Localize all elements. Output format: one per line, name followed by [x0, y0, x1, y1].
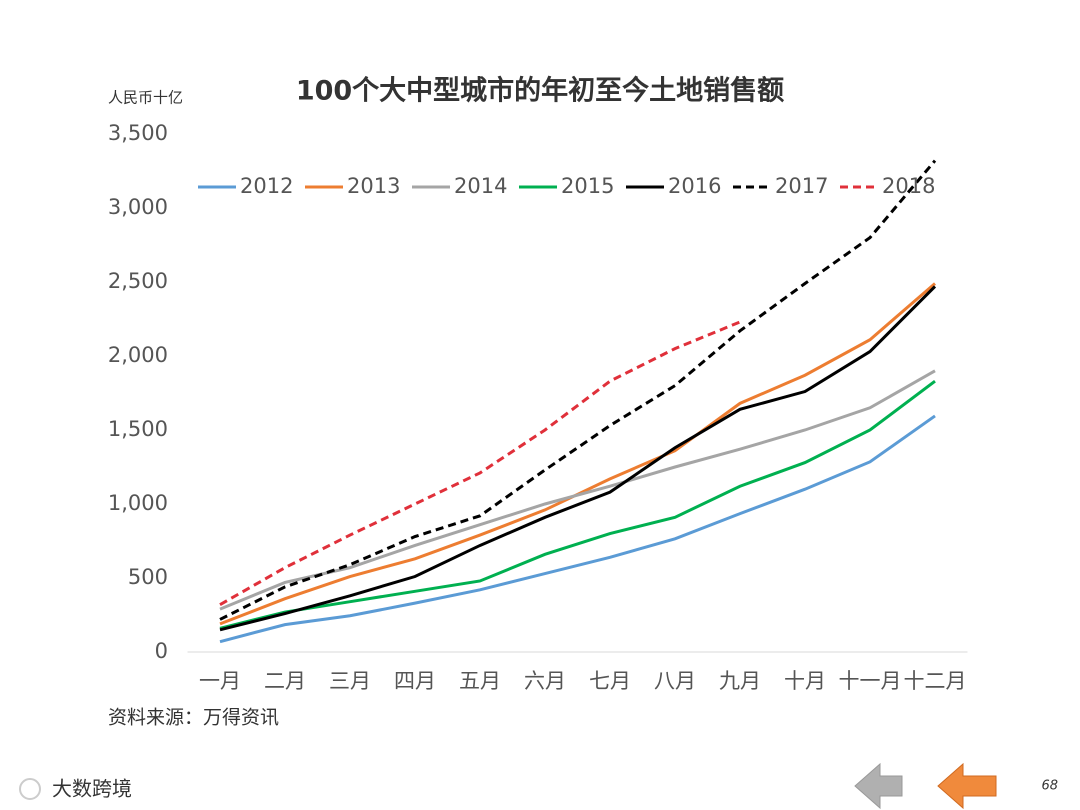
- x-tick-label: 九月: [719, 669, 761, 693]
- x-tick-label: 四月: [394, 669, 436, 693]
- series-line: [219, 369, 936, 611]
- series-line: [219, 285, 937, 632]
- x-tick-label: 八月: [654, 669, 696, 693]
- legend-label: 2018: [882, 174, 935, 198]
- prev-arrow[interactable]: [937, 762, 997, 810]
- legend-label: 2015: [561, 174, 614, 198]
- plot: 0 500 1,000 1,500 2,000 2,500 3,000 3,500 一月 二月 三月…: [108, 121, 968, 693]
- x-tick-label: 六月: [524, 669, 566, 693]
- series-line: [219, 414, 936, 644]
- legend-label: 2017: [775, 174, 828, 198]
- y-tick-label: 2,000: [108, 343, 168, 367]
- page-number: 68: [1041, 779, 1058, 794]
- legend-label: 2012: [240, 174, 293, 198]
- source-note: 资料来源：万得资讯: [108, 707, 279, 729]
- x-tick-label: 二月: [264, 669, 306, 693]
- y-tick-label: 3,500: [108, 121, 168, 145]
- y-tick-label: 3,000: [108, 195, 168, 219]
- chart-title: 100个大中型城市的年初至今土地销售额: [296, 75, 784, 107]
- y-tick-label: 1,000: [108, 491, 168, 515]
- x-tick-label: 五月: [459, 669, 501, 693]
- legend-label: 2013: [347, 174, 400, 198]
- legend-label: 2014: [454, 174, 507, 198]
- x-tick-label: 一月: [199, 669, 241, 693]
- watermark: 大数跨境: [52, 777, 132, 801]
- y-axis-label: 人民币十亿: [108, 89, 183, 107]
- back-arrow[interactable]: [854, 762, 903, 810]
- series-line: [219, 379, 936, 630]
- y-tick-label: 2,500: [108, 269, 168, 293]
- x-tick-label: 七月: [589, 669, 631, 693]
- x-tick-label: 三月: [329, 669, 371, 693]
- x-tick-label: 十一月: [839, 669, 902, 693]
- legend-label: 2016: [668, 174, 721, 198]
- series-line: [219, 159, 937, 621]
- y-tick-label: 500: [128, 565, 168, 589]
- y-tick-label: 1,500: [108, 417, 168, 441]
- series-line: [219, 320, 741, 606]
- y-tick-label: 0: [155, 639, 168, 663]
- x-tick-label: 十月: [784, 669, 826, 693]
- watermark-icon: [19, 778, 41, 800]
- x-tick-label: 十二月: [904, 669, 967, 693]
